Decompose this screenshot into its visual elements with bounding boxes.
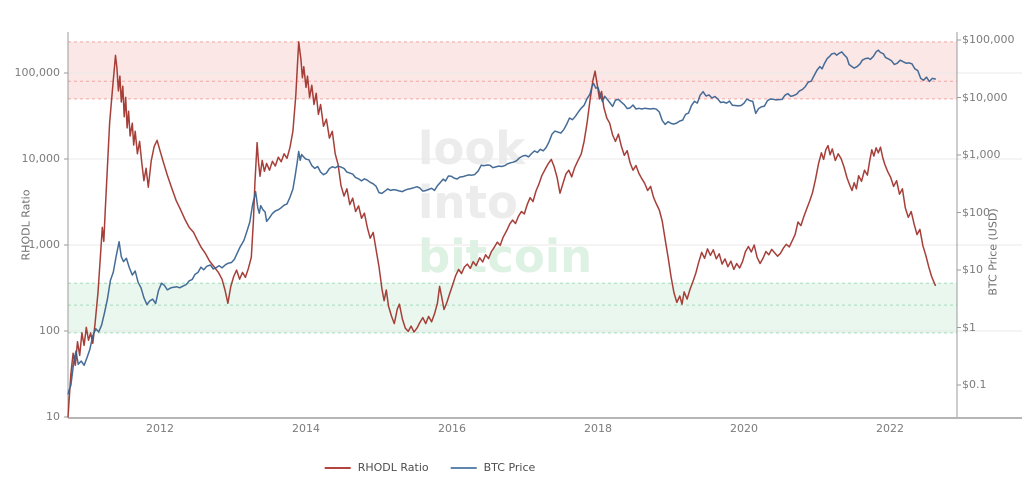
x-axis-tick-label: 2012 — [146, 422, 174, 435]
right-axis-tick-label: $10,000 — [962, 90, 1008, 104]
left-axis-title: RHODL Ratio — [19, 189, 33, 261]
right-axis-tick-label: $1,000 — [962, 148, 1001, 161]
right-axis-tick-label: $1 — [962, 320, 976, 334]
legend-label: RHODL Ratio — [357, 461, 429, 474]
legend-item-btc-price[interactable]: BTC Price — [450, 461, 536, 474]
legend-label: BTC Price — [483, 461, 536, 474]
x-axis-tick-label: 2016 — [438, 422, 466, 435]
watermark: look into bitcoin — [418, 122, 592, 284]
legend: RHODL Ratio BTC Price — [324, 461, 536, 474]
left-axis-tick-label: 100,000 — [14, 66, 61, 79]
left-axis-tick-label: 10 — [46, 410, 60, 423]
x-axis-tick-label: 2022 — [876, 422, 904, 435]
right-axis-title: BTC Price (USD) — [986, 208, 1000, 296]
right-axis-tick-label: $100,000 — [962, 33, 1015, 46]
x-axis-tick-label: 2014 — [292, 422, 320, 435]
rhodl-line-swatch-icon — [324, 466, 351, 469]
btc-line-swatch-icon — [450, 466, 477, 469]
left-axis-tick-label: 100 — [39, 324, 60, 337]
legend-item-rhodl-ratio[interactable]: RHODL Ratio — [324, 461, 429, 474]
right-axis-tick-label: $10 — [962, 263, 983, 276]
left-axis-tick-label: 1,000 — [28, 238, 61, 251]
right-axis-tick-label: $100 — [962, 205, 990, 219]
x-axis-tick-label: 2020 — [730, 422, 758, 435]
watermark-word-look: look — [418, 122, 526, 175]
watermark-word-into: into — [418, 176, 518, 229]
watermark-word-bitcoin: bitcoin — [418, 230, 593, 283]
x-axis-tick-label: 2018 — [584, 422, 612, 435]
left-axis-tick-label: 10,000 — [21, 152, 61, 165]
right-axis-tick-label: $0.1 — [962, 378, 987, 391]
